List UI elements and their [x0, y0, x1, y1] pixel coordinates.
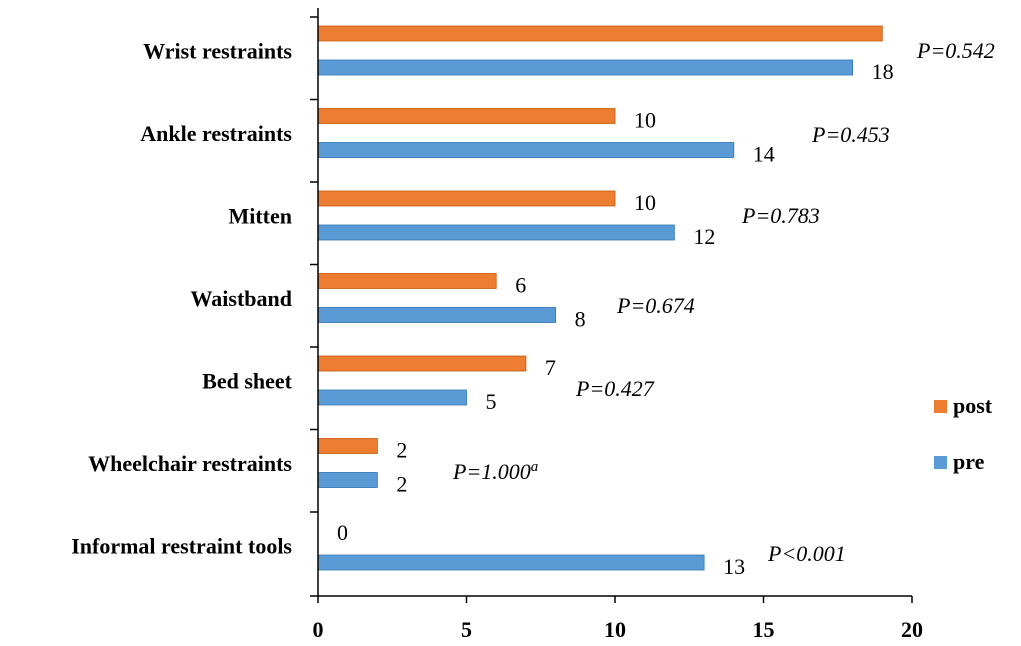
p-value-label: P=0.453: [811, 122, 890, 147]
pre-value-label: 2: [396, 472, 407, 497]
post-value-label: 6: [515, 273, 526, 298]
post-bar: [317, 273, 497, 289]
pre-value-label: 18: [872, 59, 894, 84]
x-tick-label: 15: [753, 617, 775, 642]
p-value-text: P=0.783: [741, 203, 820, 228]
p-value-label: P=0.674: [616, 293, 695, 318]
pre-bar: [317, 554, 705, 571]
post-value-label: 10: [634, 190, 656, 215]
category-label: Bed sheet: [202, 369, 293, 394]
post-value-label: 0: [337, 520, 348, 545]
data-labels-group: 18 10 14 10 12 6 87 5 2 2 0 13: [337, 59, 894, 579]
pre-bar: [317, 472, 378, 488]
p-value-label: P=1.000a: [452, 459, 538, 484]
p-value-label: P=0.427: [575, 376, 655, 401]
x-tick-label: 10: [604, 617, 626, 642]
legend-label-post: post: [953, 393, 993, 418]
p-values-group: P=0.542 P=0.453 P=0.783 P=0.674 P=0.427 P=1.0…: [452, 38, 995, 566]
post-bar: [317, 190, 616, 207]
x-tick-label: 0: [313, 617, 324, 642]
p-value-label: P=0.783: [741, 203, 820, 228]
pre-bar: [317, 59, 853, 76]
post-bar: [317, 108, 616, 124]
pre-bar: [317, 307, 557, 323]
legend-swatch-pre: [934, 456, 947, 469]
p-value-text: P=0.542: [916, 38, 995, 63]
category-label: Wrist restraints: [143, 39, 292, 64]
legend: post pre: [934, 393, 993, 474]
pre-value-label: 5: [486, 389, 497, 414]
post-value-label: 10: [634, 108, 656, 133]
pre-bar: [317, 224, 675, 241]
x-tick-label: 5: [461, 617, 472, 642]
post-bar: [317, 25, 883, 42]
legend-label-pre: pre: [953, 449, 985, 474]
p-value-text: P=1.000: [452, 459, 531, 484]
post-bar: [317, 355, 527, 372]
pre-bar: [317, 389, 467, 406]
axes-group: Wrist restraints Ankle restraints Mitten Wa…: [71, 8, 923, 642]
category-label: Wheelchair restraints: [88, 451, 292, 476]
category-label: Waistband: [191, 286, 293, 311]
pre-value-label: 8: [575, 307, 586, 332]
category-label: Ankle restraints: [140, 121, 292, 146]
p-value-text: P=0.674: [616, 293, 695, 318]
x-tick-label: 20: [901, 617, 923, 642]
post-bar: [317, 438, 378, 454]
post-value-label: 7: [545, 355, 556, 380]
pre-bar: [317, 142, 735, 158]
category-label: Informal restraint tools: [71, 534, 292, 559]
pre-value-label: 12: [693, 224, 715, 249]
pre-value-label: 13: [723, 554, 745, 579]
p-value-text: P=0.427: [575, 376, 655, 401]
pre-value-label: 14: [753, 142, 775, 167]
p-value-text: P<0.001: [767, 541, 846, 566]
legend-swatch-post: [934, 400, 947, 413]
p-value-text: P=0.453: [811, 122, 890, 147]
p-value-superscript: a: [531, 459, 539, 475]
p-value-label: P<0.001: [767, 541, 846, 566]
post-value-label: 2: [396, 438, 407, 463]
category-label: Mitten: [228, 204, 292, 229]
p-value-label: P=0.542: [916, 38, 995, 63]
